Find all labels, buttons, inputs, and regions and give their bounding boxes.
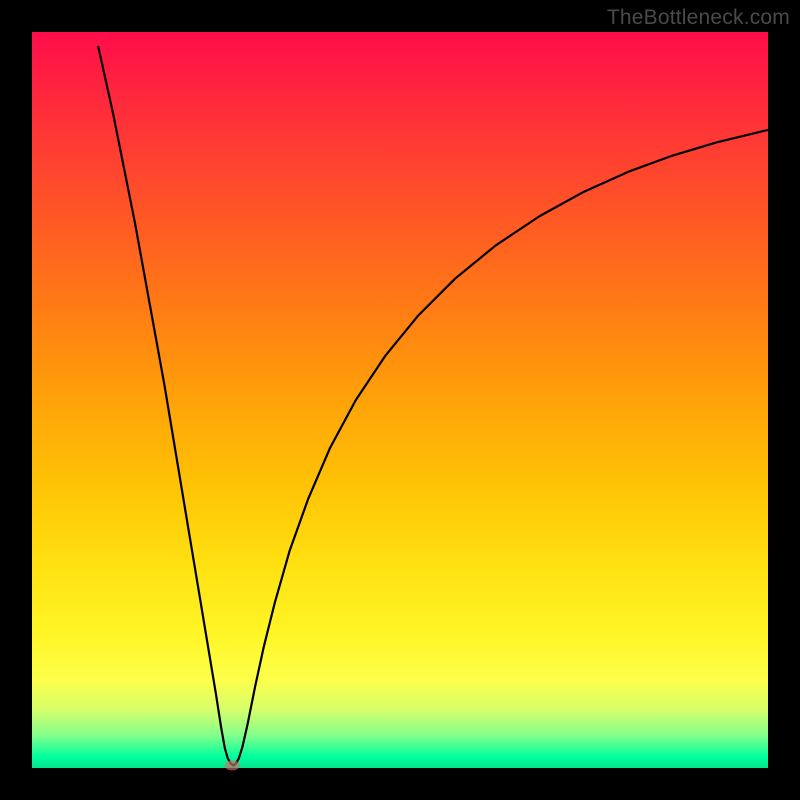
minimum-marker: [225, 760, 240, 770]
chart-svg: [0, 0, 800, 800]
watermark-text: TheBottleneck.com: [607, 6, 790, 30]
bottleneck-chart: TheBottleneck.com: [0, 0, 800, 800]
plot-area: [32, 32, 768, 768]
